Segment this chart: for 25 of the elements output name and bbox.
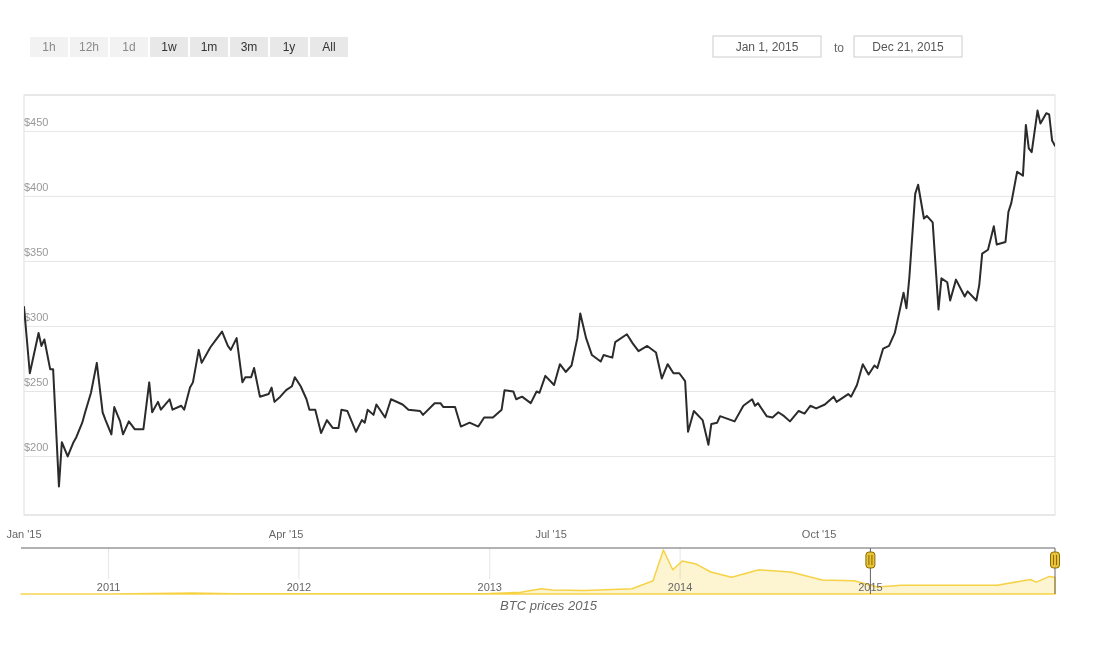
text: BTC prices 2015 bbox=[500, 598, 598, 613]
text: to bbox=[833, 41, 845, 55]
text: Jan 1, 2015 bbox=[735, 40, 799, 54]
text: 1y bbox=[282, 40, 296, 54]
y-tick-label: $400 bbox=[24, 181, 49, 194]
text: Dec 21, 2015 bbox=[872, 40, 945, 54]
text: 1w bbox=[161, 40, 177, 54]
text: 1d bbox=[122, 40, 136, 54]
x-tick-label: Jan '15 bbox=[6, 528, 42, 540]
x-tick-label: 2013 bbox=[477, 581, 503, 593]
text: All bbox=[322, 40, 336, 54]
text: 1m bbox=[200, 40, 218, 54]
x-tick-label: Jul '15 bbox=[535, 528, 567, 540]
x-tick-label: 2011 bbox=[96, 581, 121, 593]
y-tick-label: $250 bbox=[24, 376, 49, 389]
x-tick-label: 2012 bbox=[286, 581, 312, 593]
y-tick-label: $350 bbox=[24, 246, 49, 259]
x-tick-label: 2014 bbox=[667, 581, 693, 593]
y-tick-label: $200 bbox=[24, 441, 49, 454]
y-tick-label: $450 bbox=[24, 116, 49, 129]
x-tick-label: Apr '15 bbox=[268, 528, 304, 540]
x-tick-label: Oct '15 bbox=[801, 528, 837, 540]
text: 3m bbox=[240, 40, 258, 54]
text: 1h bbox=[42, 40, 56, 54]
text: 12h bbox=[78, 40, 100, 54]
